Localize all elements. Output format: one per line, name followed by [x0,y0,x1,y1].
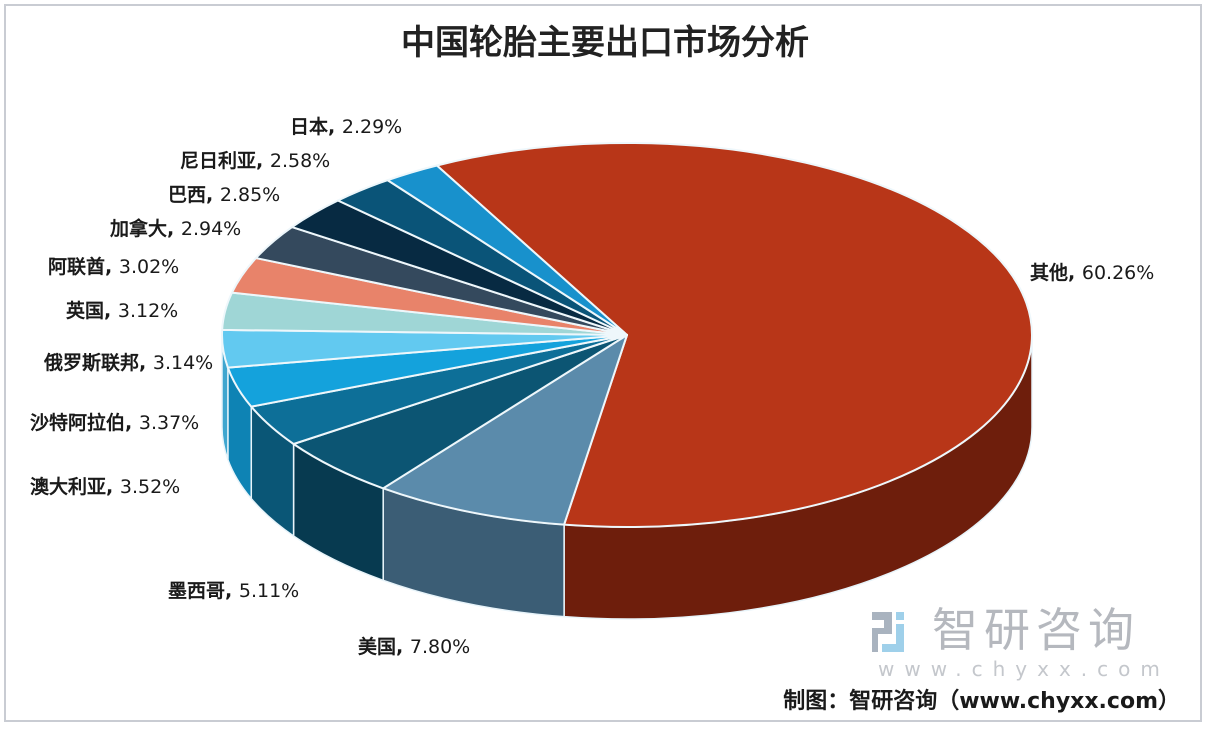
slice-label-name: 加拿大 [110,218,168,240]
slice-label: 墨西哥, 5.11% [168,580,299,602]
slice-label-name: 澳大利亚 [30,476,107,498]
slice-label-name: 阿联酋 [48,256,106,278]
slice-label-value: 2.94% [180,218,242,240]
slice-label-separator: , [167,218,181,240]
slice-label-name: 俄罗斯联邦 [44,352,140,374]
slice-label-value: 3.02% [118,256,180,278]
slice-label-separator: , [256,150,270,172]
watermark-url: www.chyxx.com [878,657,1170,681]
watermark-logo-icon [872,612,904,652]
slice-label-separator: , [125,412,139,434]
slice-label-value: 2.29% [341,116,403,138]
chart-frame [4,4,1202,722]
slice-label-value: 60.26% [1081,262,1155,284]
slice-label-separator: , [328,116,342,138]
slice-label: 澳大利亚, 3.52% [30,476,180,498]
pie-slice-11 [386,164,628,336]
slice-label: 加拿大, 2.94% [110,218,241,240]
slice-label-value: 3.14% [152,352,214,374]
slice-label-separator: , [105,256,119,278]
slice-label-separator: , [106,476,120,498]
chart-title: 中国轮胎主要出口市场分析 [401,23,809,63]
slice-label-separator: , [104,300,118,322]
slice-label-name: 日本 [290,116,329,138]
slice-label-name: 尼日利亚 [180,150,257,172]
source-note: 制图：智研咨询（www.chyxx.com） [783,689,1180,714]
pie-slice-0 [435,142,1033,528]
slice-label-name: 英国 [66,300,105,322]
slice-label-name: 其他 [1030,262,1069,284]
slice-label-separator: , [139,352,153,374]
pie-slice-1 [382,334,628,526]
slice-label: 日本, 2.29% [290,116,402,138]
slice-label-separator: , [225,580,239,602]
slice-label: 阿联酋, 3.02% [48,256,179,278]
slice-label-separator: , [396,636,410,658]
slice-label-value: 2.85% [219,184,281,206]
slice-label: 美国, 7.80% [358,636,470,658]
slice-label-name: 墨西哥 [168,580,226,602]
slice-label: 俄罗斯联邦, 3.14% [44,352,213,374]
slice-label: 尼日利亚, 2.58% [180,150,330,172]
slice-label-value: 7.80% [409,636,471,658]
slice-label-value: 2.58% [269,150,331,172]
slice-label: 其他, 60.26% [1030,262,1154,284]
watermark: 智研咨询 www.chyxx.com [870,604,1190,684]
slice-label-value: 5.11% [238,580,300,602]
slice-label-separator: , [1068,262,1082,284]
slice-label: 沙特阿拉伯, 3.37% [30,412,199,434]
slice-label-name: 沙特阿拉伯 [30,412,126,434]
slice-label-name: 巴西 [168,184,207,206]
slice-label-value: 3.12% [117,300,179,322]
slice-label: 巴西, 2.85% [168,184,280,206]
slice-label-value: 3.52% [119,476,181,498]
watermark-name: 智研咨询 [932,603,1140,657]
slice-label-name: 美国 [358,636,397,658]
slice-label-value: 3.37% [138,412,200,434]
slice-label: 英国, 3.12% [66,300,178,322]
slice-label-separator: , [206,184,220,206]
